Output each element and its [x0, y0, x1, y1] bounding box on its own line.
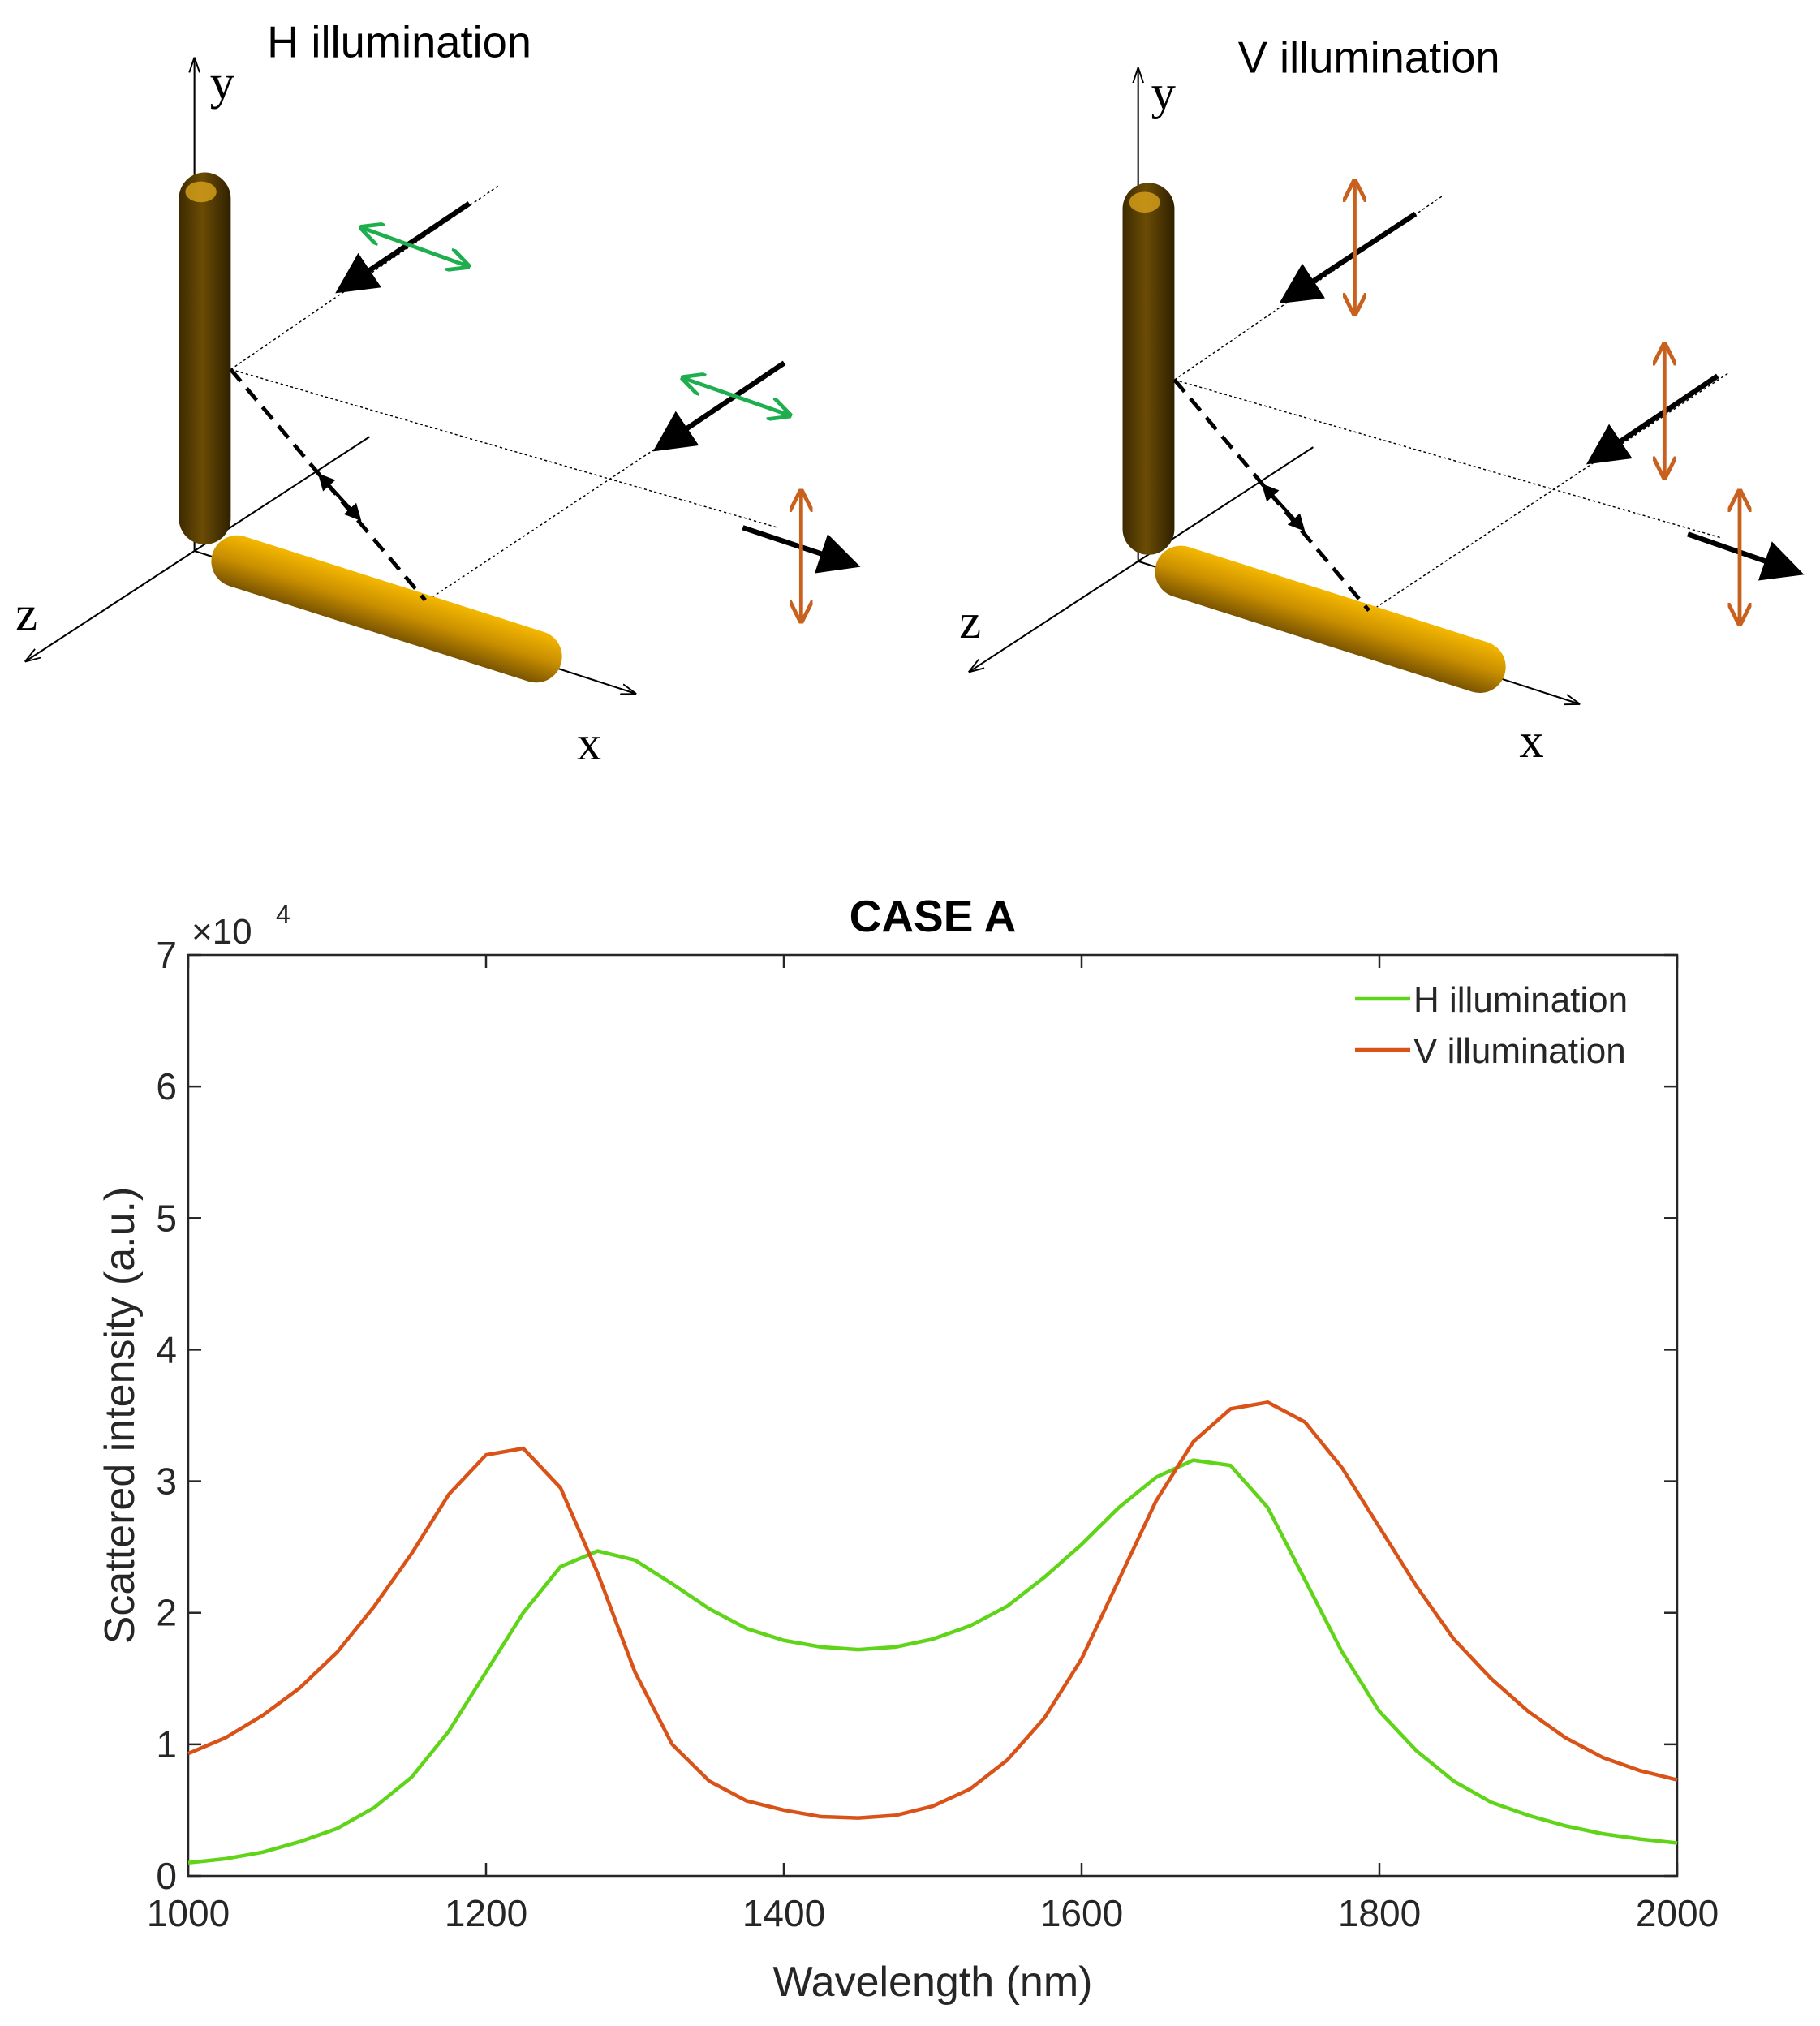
y-tick-label: 4	[156, 1328, 177, 1370]
axis-label: z	[15, 587, 37, 641]
y-multiplier-exponent: 4	[276, 900, 290, 929]
x-tick-label: 1200	[445, 1892, 527, 1934]
diagram-title: H illumination	[267, 17, 531, 67]
chart: 1000 1200 1400 1600 1800 2000 0 1 2 3 4 5 6 7 ×10 4 CASE…	[97, 891, 1719, 2006]
diagram-scene	[26, 58, 785, 694]
axis-label: z	[959, 595, 981, 649]
axis-label: x	[577, 716, 601, 771]
diagram-scene	[970, 69, 1728, 704]
arrow	[1586, 373, 1719, 465]
legend-label: H illumination	[1413, 980, 1628, 1020]
axis-label: x	[1519, 714, 1543, 768]
x-axis-label: Wavelength (nm)	[773, 1959, 1093, 2006]
plot-area	[187, 953, 1679, 1878]
x-tick-label: 2000	[1636, 1892, 1719, 1934]
x-tick-label: 1600	[1040, 1892, 1123, 1934]
y-multiplier: ×10	[191, 912, 252, 952]
y-tick-label: 5	[156, 1197, 177, 1239]
y-tick-label: 2	[156, 1592, 177, 1634]
axis-label: y	[210, 55, 235, 110]
y-axis-label: Scattered intensity (a.u.)	[97, 1187, 144, 1645]
y-tick-label: 0	[156, 1855, 177, 1897]
chart-title: CASE A	[850, 891, 1017, 941]
arrow	[1687, 531, 1805, 581]
y-tick-label: 3	[156, 1460, 177, 1503]
y-tick-label: 1	[156, 1723, 177, 1766]
arrow	[1279, 211, 1418, 304]
y-tick-label: 6	[156, 1065, 177, 1108]
legend-label: V illumination	[1413, 1031, 1626, 1071]
y-tick-label: 7	[156, 934, 177, 976]
arrow	[363, 228, 467, 265]
diagram-title: V illumination	[1238, 32, 1500, 82]
arrows	[335, 183, 1805, 622]
x-tick-label: 1800	[1338, 1892, 1421, 1934]
x-tick-label: 1400	[742, 1892, 825, 1934]
series-line	[187, 1458, 1678, 1865]
axis-label: y	[1151, 66, 1177, 120]
x-tick-label: 1000	[147, 1892, 230, 1934]
arrow	[335, 201, 471, 294]
arrow	[685, 378, 789, 415]
series-line	[187, 1400, 1678, 1820]
